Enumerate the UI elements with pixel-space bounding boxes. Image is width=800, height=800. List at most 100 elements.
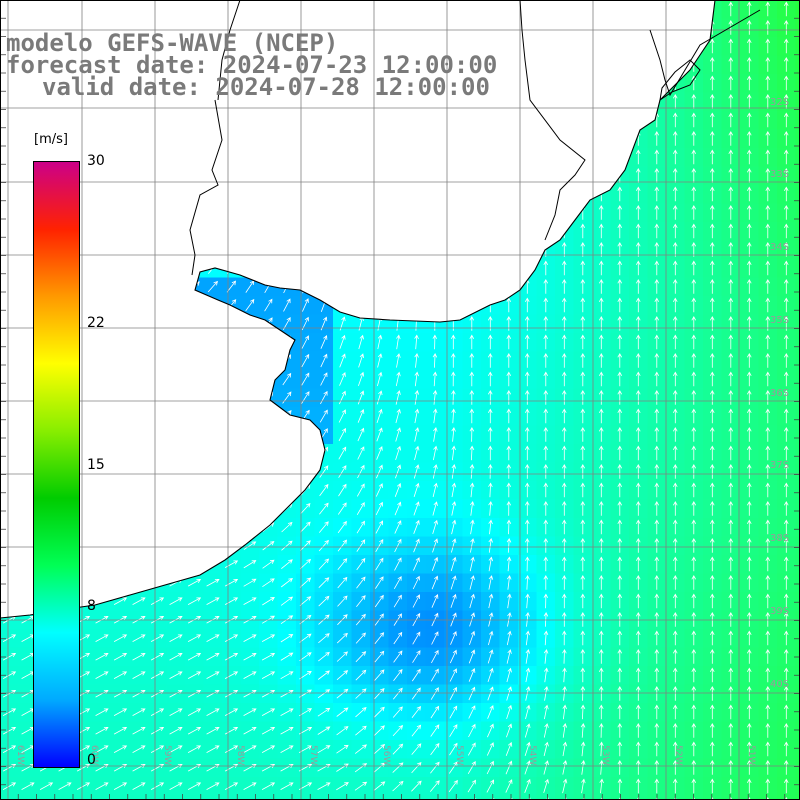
wind-cell [185,721,205,741]
wind-arrow [2,727,17,735]
wind-arrow [524,408,530,424]
wind-arrow [746,463,752,479]
wind-cell [240,795,260,800]
wind-cell [259,703,279,723]
wind-cell [259,629,279,649]
wind-arrow [709,482,715,498]
wind-arrow [224,708,239,716]
wind-cell [388,573,408,593]
wind-arrow [617,315,623,331]
wind-arrow [206,597,220,605]
wind-cell [388,592,408,612]
wind-arrow [654,500,660,516]
wind-arrow [449,668,457,682]
colorbar-tick-label: 0 [87,752,96,768]
wind-arrow [450,352,456,368]
wind-cell [148,795,168,800]
wind-cell [185,740,205,760]
wind-cell [296,333,316,353]
wind-arrow [429,780,440,792]
wind-arrow [746,556,752,572]
wind-arrow [488,500,493,516]
wind-cell [0,647,20,667]
wind-cell [277,629,297,649]
wind-arrow [469,445,475,461]
wind-cell [259,666,279,686]
wind-arrow [691,704,697,720]
wind-arrow [746,741,752,757]
wind-cell [444,684,464,704]
wind-arrow [320,353,328,368]
wind-arrow [261,764,276,772]
wind-arrow [562,667,567,683]
wind-arrow [280,671,294,680]
wind-arrow [224,745,239,753]
wind-arrow [524,334,530,350]
wind-cell [370,703,390,723]
wind-cell [795,573,800,593]
wind-arrow [598,352,604,368]
wind-arrow [672,574,678,590]
wind-cell [333,703,353,723]
wind-arrow [598,685,604,701]
wind-cell [259,721,279,741]
wind-arrow [280,596,294,606]
wind-arrow [728,1,734,17]
wind-cell [333,536,353,556]
wind-arrow [617,334,623,350]
wind-arrow [709,630,715,646]
wind-cell [795,388,800,408]
wind-arrow [746,93,752,109]
wind-cell [166,647,186,667]
wind-cell [259,684,279,704]
wind-cell [296,499,316,519]
latitude-label: 34S [770,242,789,253]
wind-cell [240,666,260,686]
wind-arrow [728,56,734,72]
wind-cell [185,777,205,797]
wind-cell [795,92,800,112]
wind-arrow [543,463,549,479]
wind-arrow [488,482,493,498]
wind-cell [351,758,371,778]
wind-arrow [580,223,586,239]
wind-cell [795,536,800,556]
wind-arrow [317,726,331,735]
wind-arrow [783,297,789,313]
wind-arrow [654,241,660,257]
wind-cell [795,166,800,186]
wind-arrow [150,634,165,642]
wind-arrow [187,671,202,679]
wind-arrow [635,556,641,572]
wind-arrow [580,593,586,609]
wind-arrow [169,671,183,679]
wind-arrow [691,759,697,775]
wind-arrow [187,597,202,605]
wind-cell [333,407,353,427]
wind-arrow [451,463,457,479]
wind-arrow [132,634,146,642]
wind-arrow [765,167,771,183]
wind-arrow [617,371,623,387]
wind-arrow [224,782,239,790]
wind-cell [351,555,371,575]
wind-arrow [765,186,771,202]
wind-arrow [783,1,789,17]
wind-cell [407,758,427,778]
wind-arrow [525,574,530,590]
wind-cell [185,703,205,723]
wind-cell [314,518,334,538]
wind-cell [333,721,353,741]
wind-cell [203,573,223,593]
wind-cell [259,647,279,667]
longitude-label: 52W [673,745,683,765]
wind-arrow [354,781,368,791]
wind-arrow [746,167,752,183]
wind-arrow [561,445,567,461]
wind-cell [277,740,297,760]
wind-arrow [206,708,220,716]
wind-arrow [765,667,771,683]
wind-arrow [765,537,771,553]
wind-arrow [336,744,349,754]
wind-arrow [746,519,752,535]
